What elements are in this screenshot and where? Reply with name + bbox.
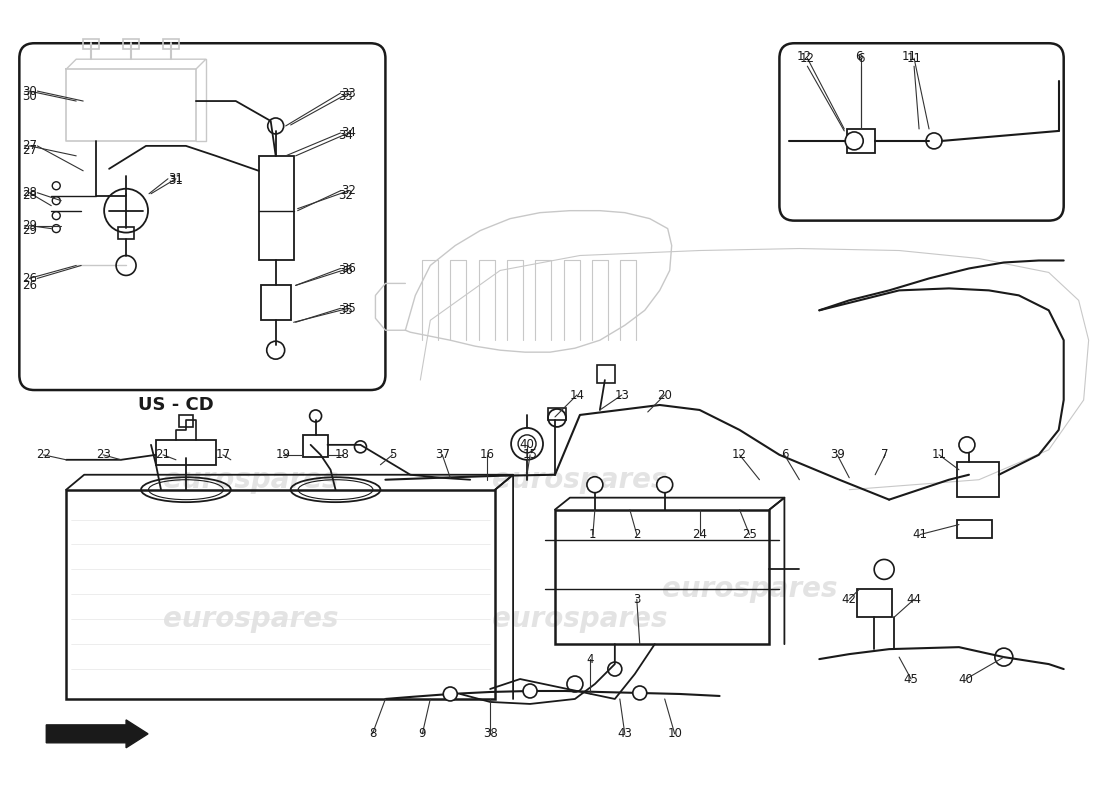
Bar [957, 519, 992, 538]
Text: 15: 15 [522, 448, 538, 462]
Text: 27: 27 [22, 139, 36, 152]
Circle shape [587, 477, 603, 493]
Text: 12: 12 [732, 448, 747, 462]
Text: 16: 16 [480, 448, 495, 462]
Text: 22: 22 [36, 448, 51, 462]
FancyArrow shape [46, 720, 148, 748]
Text: 38: 38 [483, 727, 497, 740]
Text: eurospares: eurospares [163, 606, 339, 634]
Bar [957, 462, 999, 497]
Text: 36: 36 [338, 264, 353, 277]
Text: 37: 37 [434, 448, 450, 462]
Circle shape [845, 132, 864, 150]
Text: eurospares: eurospares [492, 606, 668, 634]
Bar [156, 440, 216, 465]
FancyBboxPatch shape [20, 43, 385, 390]
Text: 40: 40 [958, 673, 974, 686]
Text: 35: 35 [338, 304, 353, 317]
Text: 18: 18 [336, 448, 350, 462]
Text: 26: 26 [22, 279, 36, 292]
Text: 35: 35 [341, 302, 356, 315]
Text: 11: 11 [902, 50, 916, 62]
Circle shape [443, 687, 458, 701]
Bar [597, 365, 615, 383]
Bar [84, 39, 99, 50]
Text: US - CD: US - CD [139, 396, 213, 414]
Bar [118, 226, 134, 238]
Text: 23: 23 [96, 448, 111, 462]
FancyBboxPatch shape [780, 43, 1064, 221]
Text: 28: 28 [22, 186, 36, 199]
Text: 27: 27 [22, 144, 36, 158]
Text: 11: 11 [906, 52, 922, 65]
Text: 32: 32 [341, 184, 356, 198]
Text: 21: 21 [155, 448, 170, 462]
Text: 39: 39 [829, 448, 845, 462]
Text: 30: 30 [22, 85, 36, 98]
Text: 6: 6 [856, 50, 864, 62]
Text: eurospares: eurospares [492, 466, 668, 494]
Text: eurospares: eurospares [662, 575, 837, 603]
Text: 6: 6 [781, 448, 789, 462]
Text: 8: 8 [368, 727, 376, 740]
Text: 12: 12 [796, 50, 812, 62]
Bar [261, 286, 290, 320]
Text: 44: 44 [906, 593, 922, 606]
Text: 33: 33 [341, 86, 356, 99]
Text: 25: 25 [742, 528, 757, 541]
Bar [548, 408, 566, 420]
Bar [163, 39, 179, 50]
Text: 34: 34 [338, 130, 353, 142]
Text: 45: 45 [903, 673, 918, 686]
Circle shape [657, 477, 673, 493]
Circle shape [959, 437, 975, 453]
Text: 20: 20 [658, 389, 672, 402]
Text: 31: 31 [168, 174, 184, 187]
Bar [66, 490, 495, 699]
Circle shape [632, 686, 647, 700]
Text: 17: 17 [216, 448, 230, 462]
Text: 31: 31 [168, 172, 184, 186]
Bar [556, 510, 769, 644]
Text: 11: 11 [932, 448, 946, 462]
Text: 29: 29 [22, 219, 36, 232]
Text: 33: 33 [338, 90, 353, 102]
Text: 43: 43 [617, 727, 632, 740]
Text: 26: 26 [22, 272, 36, 285]
Text: 14: 14 [570, 389, 584, 402]
Text: 12: 12 [800, 52, 815, 65]
Text: 19: 19 [275, 448, 290, 462]
Circle shape [524, 684, 537, 698]
Text: 3: 3 [634, 593, 640, 606]
Text: 4: 4 [586, 653, 594, 666]
Text: 9: 9 [419, 727, 426, 740]
Text: 5: 5 [388, 448, 396, 462]
Bar [847, 129, 876, 153]
Text: 13: 13 [615, 389, 629, 402]
Bar [123, 39, 139, 50]
Text: 10: 10 [668, 727, 682, 740]
Text: 28: 28 [22, 190, 36, 202]
Text: 30: 30 [22, 90, 36, 102]
Bar [857, 590, 892, 618]
Text: 6: 6 [858, 52, 865, 65]
Text: 42: 42 [842, 593, 857, 606]
Text: 41: 41 [913, 528, 927, 541]
Text: 32: 32 [338, 190, 353, 202]
Bar [302, 435, 328, 457]
Text: 40: 40 [519, 438, 535, 451]
Text: 7: 7 [881, 448, 889, 462]
Bar [258, 156, 294, 261]
Text: 2: 2 [632, 528, 640, 541]
Text: 34: 34 [341, 126, 356, 139]
Bar [179, 415, 192, 427]
Text: 29: 29 [22, 224, 36, 237]
Text: 36: 36 [341, 262, 356, 275]
Text: eurospares: eurospares [163, 466, 339, 494]
Text: 24: 24 [692, 528, 707, 541]
Text: 1: 1 [590, 528, 596, 541]
